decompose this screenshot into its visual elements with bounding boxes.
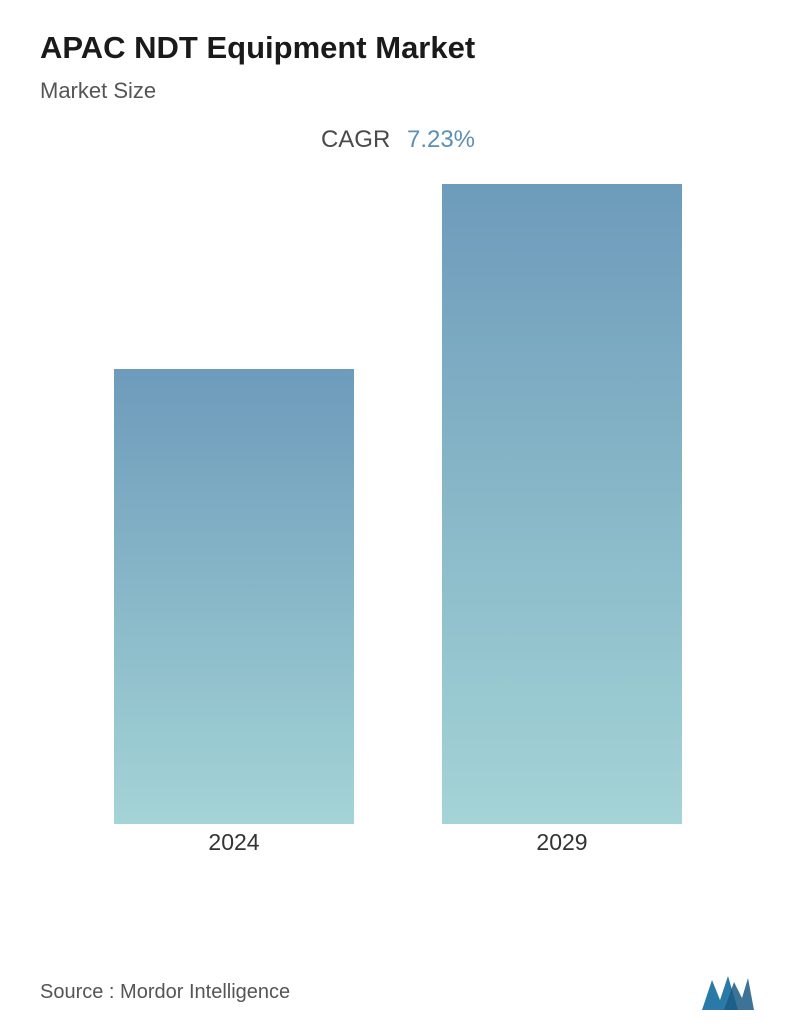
cagr-row: CAGR 7.23% (40, 126, 756, 154)
page-title: APAC NDT Equipment Market (40, 30, 756, 66)
footer: Source : Mordor Intelligence (40, 972, 756, 1012)
source-text: Source : Mordor Intelligence (40, 981, 290, 1004)
cagr-label: CAGR (321, 126, 390, 153)
mordor-logo-icon (700, 972, 756, 1012)
x-label-0: 2024 (114, 829, 354, 874)
source-label: Source : (40, 981, 114, 1003)
chart-container: APAC NDT Equipment Market Market Size CA… (0, 0, 796, 1034)
bar-2029 (442, 184, 682, 824)
source-name: Mordor Intelligence (120, 981, 290, 1003)
bars-region (40, 184, 756, 824)
x-label-1: 2029 (442, 829, 682, 874)
cagr-value: 7.23% (407, 126, 475, 153)
x-axis-labels: 2024 2029 (40, 829, 756, 874)
subtitle: Market Size (40, 78, 756, 104)
bar-chart: 2024 2029 (40, 174, 756, 874)
bar-2024 (114, 369, 354, 824)
